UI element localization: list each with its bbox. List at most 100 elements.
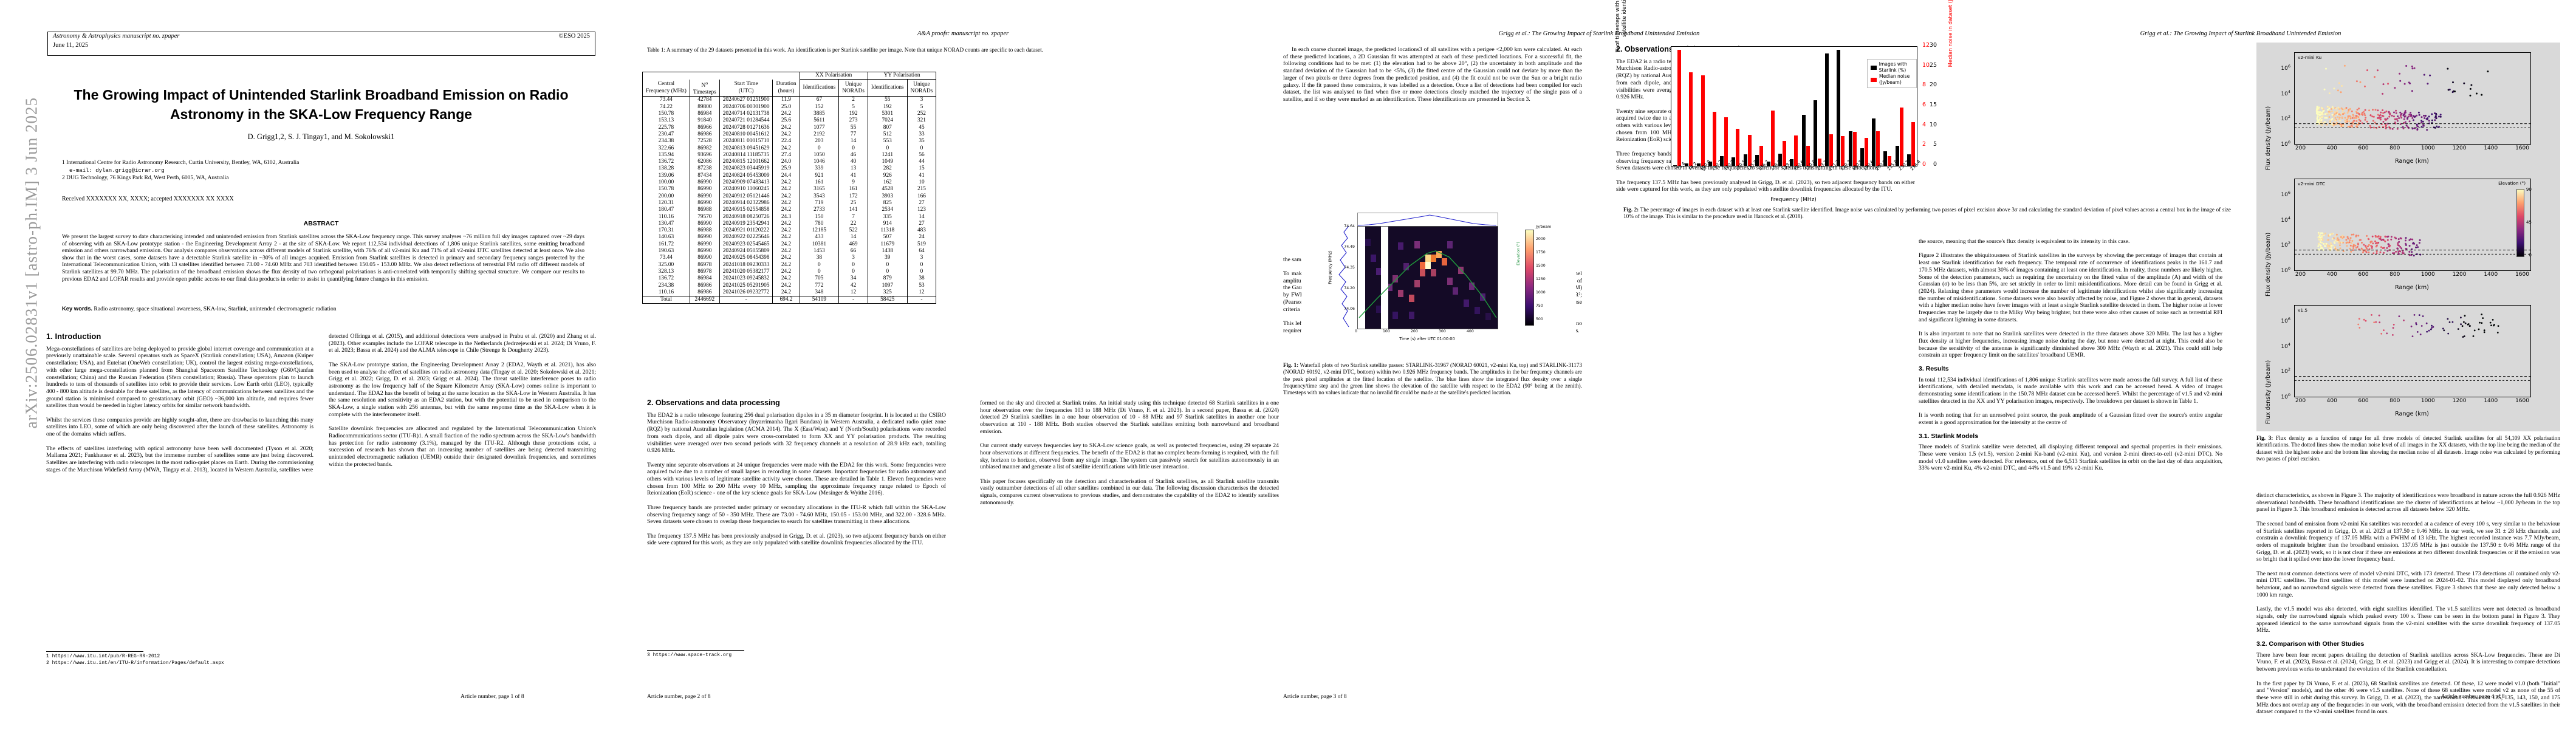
bar-group	[1708, 47, 1716, 166]
figure-1-colorbar	[1525, 230, 1534, 326]
table-cell: 172	[838, 193, 868, 200]
bar-group	[1790, 47, 1798, 166]
legend-swatch-black	[1871, 65, 1877, 70]
fig1-ytick-4: 74.06	[1344, 307, 1355, 311]
footnote-2: 2 https://www.itu.int/en/ITU-R/informati…	[46, 660, 224, 666]
table-row: 180.47 86988 20240915 02554858 24.2 2733 141 2…	[642, 207, 937, 214]
figure-3-ytick: 100	[2281, 266, 2290, 274]
bar-images-with-starlink	[1732, 157, 1736, 166]
table-cell: 0	[799, 268, 839, 276]
figure-2-ytick: 15	[1929, 101, 1937, 108]
bar-median-noise	[1852, 132, 1857, 166]
fig1-xtick-3: 300	[1439, 329, 1446, 334]
table-cell: 25	[838, 199, 868, 207]
table-cell: 170.31	[642, 227, 690, 234]
figure-3-colorbar-label: Elevation (°)	[2498, 180, 2526, 186]
methods-body-top: In each coarse channel image, the predic…	[1283, 46, 1584, 103]
figure-2-ytick: 20	[1929, 81, 1937, 89]
figure-3-ytick: 100	[2281, 140, 2290, 148]
table-row: 234.38 86986 20241025 05291905 24.2 772 42 109…	[642, 282, 937, 289]
table-cell: 807	[867, 124, 908, 131]
legend-item-noise: Median noise (Jy/beam)	[1871, 74, 1913, 86]
journal-header-box: Astronomy & Astrophysics manuscript no. …	[47, 32, 595, 56]
table-cell: 5611	[799, 117, 839, 125]
table-cell: 3	[906, 96, 937, 104]
table-cell: 24.0	[772, 159, 800, 166]
table-cell: 25.6	[772, 117, 800, 125]
legend-swatch-red	[1871, 77, 1877, 82]
table-cell: 325	[867, 289, 908, 296]
fig1-xtick-4: 400	[1467, 329, 1474, 334]
table-cell: 879	[867, 275, 908, 282]
table-cell: 1046	[799, 159, 839, 166]
bar-group	[1685, 47, 1693, 166]
footnotes-page-1: 1 https://www.itu.int/pub/R-REG-RR-2012 …	[46, 651, 313, 666]
table-cell: 120.31	[642, 199, 690, 207]
table-cell: 24.2	[772, 111, 800, 118]
figure-3-ytick: 106	[2281, 64, 2290, 72]
table-cell: 192	[838, 111, 868, 118]
table-cell: 252	[906, 111, 937, 118]
table-cell: 38	[906, 275, 937, 282]
table-cell: 91840	[689, 117, 720, 125]
table-cell: 87238	[689, 165, 720, 173]
table-cell: 24.2	[772, 193, 800, 200]
table-cell: 22.4	[772, 138, 800, 145]
bar-images-with-starlink	[1906, 154, 1911, 166]
figure-2-legend: Images with Starlink (%) Median noise (J…	[1867, 59, 1917, 88]
table-row: 230.47 86986 20240810 00451612 24.2 2192 77 51…	[642, 131, 937, 139]
figure-2-ytick-right: 0	[1922, 161, 1927, 168]
figure-2-ytick-right: 10	[1922, 61, 1930, 69]
figure-3-ytick: 104	[2281, 341, 2290, 350]
fig1-xtick-2: 200	[1411, 329, 1418, 334]
table-cell: 9	[838, 179, 868, 187]
table-cell: 11679	[867, 241, 908, 248]
table-row: 135.94 93696 20240814 11185735 27.4 1050 46 12…	[642, 151, 937, 159]
table-1-head: XX Polarisation YY Polarisation Central F…	[642, 71, 937, 97]
figure-3-xtick: 1400	[2484, 398, 2498, 404]
table-cell: 45	[906, 124, 937, 131]
bar-group	[1837, 47, 1845, 166]
table-cell: 73.44	[642, 255, 690, 262]
table-row: 225.78 86966 20240728 01271636 24.2 1077 55 80…	[642, 124, 937, 131]
table-cell: 20240714 02131738	[719, 111, 773, 118]
table-cell: 14	[838, 138, 868, 145]
bar-median-noise	[1677, 49, 1682, 166]
fig1-xtick-1: 100	[1383, 329, 1390, 334]
table-cell: 0	[906, 261, 937, 269]
table-cell: 24.2	[772, 199, 800, 207]
page-2: A&A proofs: manuscript no. zpaper Table …	[642, 24, 1279, 717]
bar-images-with-starlink	[1696, 163, 1701, 166]
table-cell: 38	[799, 255, 839, 262]
table-row: 136.72 62086 20240815 12101662 24.0 1046 40 10…	[642, 159, 937, 166]
figure-2-bars	[1671, 47, 1917, 166]
figure-1-heatmap	[1358, 227, 1498, 329]
figure-3-xtick: 200	[2295, 398, 2306, 404]
table-cell: 348	[799, 289, 839, 296]
table-cell: 20240706 00301900	[719, 103, 773, 111]
table-cell: 86982	[689, 145, 720, 152]
bar-images-with-starlink	[1685, 163, 1689, 166]
table-cell: 20240810 00451612	[719, 131, 773, 139]
fig1-ytick-2: 74.35	[1344, 265, 1355, 270]
bar-images-with-starlink	[1790, 159, 1794, 166]
figure-2-caption-label: Fig. 2:	[1623, 207, 1639, 213]
table-cell: 136.72	[642, 275, 690, 282]
figure-3-xtick: 800	[2389, 398, 2400, 404]
table-cell: 89800	[689, 103, 720, 111]
table-cell: 20240721 01284544	[719, 117, 773, 125]
bar-median-noise	[1701, 75, 1705, 166]
table-cell: 35	[906, 138, 937, 145]
abstract-text: We present the largest survey to date ch…	[62, 233, 584, 282]
table-cell: 41	[838, 172, 868, 180]
table-1-header-row: Central Frequency (MHz) No Timesteps Start…	[642, 79, 937, 97]
table-cell: 34	[838, 275, 868, 282]
table-cell: 25.9	[772, 165, 800, 173]
table-cell: 3	[838, 255, 868, 262]
bar-median-noise	[1841, 136, 1845, 166]
table-cell: 135.94	[642, 151, 690, 159]
table-cell: 20241020 05382177	[719, 268, 773, 276]
table-total-cell: -	[906, 296, 937, 304]
table-cell: 66	[838, 248, 868, 255]
table-cell: 166	[906, 193, 937, 200]
